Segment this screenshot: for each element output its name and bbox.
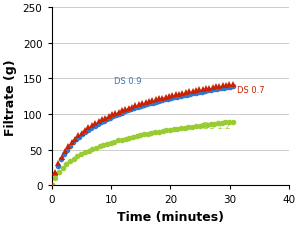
Text: DS 0.9: DS 0.9 xyxy=(114,76,141,85)
Text: DS 0.7: DS 0.7 xyxy=(237,86,265,95)
Y-axis label: Filtrate (g): Filtrate (g) xyxy=(4,59,17,135)
X-axis label: Time (minutes): Time (minutes) xyxy=(117,210,224,223)
Text: DS 1.2: DS 1.2 xyxy=(203,121,231,130)
